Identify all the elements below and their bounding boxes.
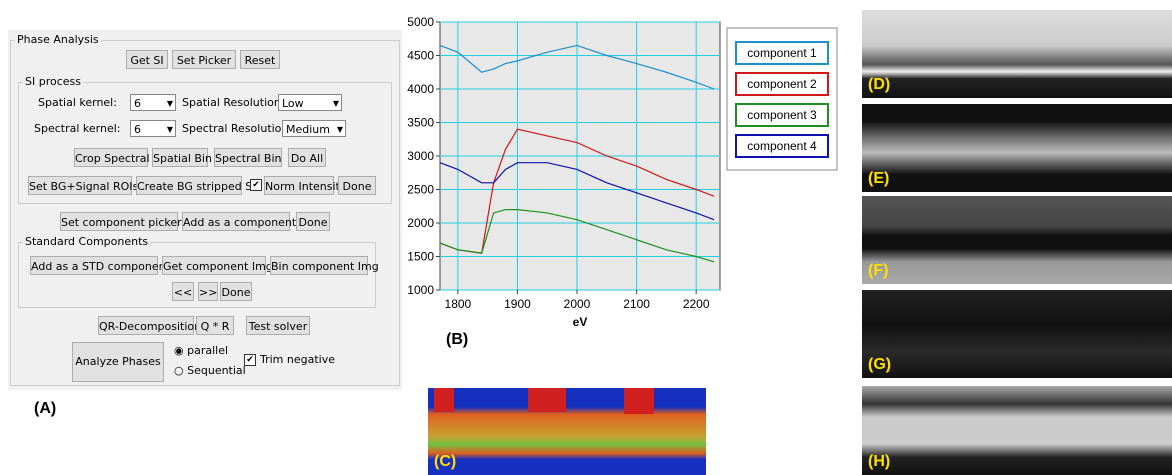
y-tick-label: 5000	[407, 15, 434, 29]
legend-entry-box	[735, 103, 829, 127]
button[interactable]: Spatial Bin	[152, 148, 212, 167]
button[interactable]: Add as a component	[182, 212, 296, 231]
image-label: (C)	[434, 453, 457, 470]
button[interactable]: Done	[220, 282, 252, 301]
y-tick-label: 3500	[407, 116, 434, 130]
image-label: (H)	[868, 453, 891, 470]
button[interactable]: Set Picker	[172, 50, 236, 69]
label: Spatial kernel:	[38, 96, 117, 109]
button[interactable]: <<	[172, 282, 194, 301]
label: Trim negative	[260, 353, 336, 366]
legend-label: component 3	[747, 108, 817, 122]
group-title: Standard Components	[23, 235, 151, 248]
select[interactable]: 6	[130, 94, 176, 112]
chart: 1000 1500 2000 2500 3000 3500 4000 4500 5000 1800…	[407, 15, 838, 348]
series-line	[439, 209, 715, 263]
series-line	[439, 162, 715, 221]
pillar	[434, 388, 454, 412]
y-tick-label: 2500	[407, 183, 434, 197]
image-label: (E)	[868, 170, 890, 187]
image-label: (D)	[868, 76, 891, 93]
x-tick-label: 2200	[683, 297, 710, 311]
image-f: (F)	[862, 196, 1172, 284]
checkbox[interactable]: ✔	[244, 354, 256, 366]
image-c: (C)	[428, 388, 706, 475]
button[interactable]: Norm Intensity	[264, 176, 346, 195]
y-tick-label: 4000	[407, 82, 434, 96]
ui-panel: Phase Analysis Get SI Set Picker Reset S…	[8, 30, 402, 390]
legend-entry-box	[735, 72, 829, 96]
button[interactable]: Create BG stripped SI	[136, 176, 255, 195]
button[interactable]: Bin component Img	[270, 256, 379, 275]
group: Standard Components	[18, 235, 376, 308]
legend-label: component 2	[747, 77, 817, 91]
radio[interactable]: ○ Sequential	[174, 364, 246, 377]
legend-label: component 1	[747, 46, 817, 60]
button[interactable]: >>	[198, 282, 218, 301]
group: Phase Analysis	[10, 33, 400, 386]
button[interactable]: Do All	[288, 148, 326, 167]
image-label: (G)	[868, 356, 892, 373]
button[interactable]: Set component picker	[60, 212, 182, 231]
radio-label: Sequential	[187, 364, 246, 377]
panel-label: (A)	[34, 400, 57, 417]
y-tick-label: 4500	[407, 49, 434, 63]
legend-label: component 4	[747, 139, 817, 153]
radio-label: parallel	[187, 344, 229, 357]
x-axis-label: eV	[573, 315, 588, 329]
image-h: (H)	[862, 386, 1172, 475]
pillar	[528, 388, 566, 412]
group-title: SI process	[23, 75, 83, 88]
image-d: (D)	[862, 10, 1172, 98]
y-tick-label: 2000	[407, 216, 434, 230]
button[interactable]: Crop Spectral	[74, 148, 150, 167]
group: SI process	[18, 75, 392, 204]
x-tick-label: 2000	[564, 297, 591, 311]
select[interactable]: Medium	[282, 120, 346, 138]
button[interactable]: Done	[338, 176, 376, 195]
pillar	[624, 388, 654, 414]
select[interactable]: Low	[278, 94, 342, 112]
label: Spectral kernel:	[34, 122, 121, 135]
image-g: (G)	[862, 290, 1172, 378]
image-e: (E)	[862, 104, 1172, 192]
button[interactable]: Done	[296, 212, 330, 231]
button[interactable]: Reset	[240, 50, 280, 69]
x-tick-label: 1800	[445, 297, 472, 311]
image-label: (F)	[868, 262, 889, 279]
label: Spatial Resolution:	[182, 96, 285, 109]
button[interactable]: Get SI	[126, 50, 168, 69]
series-line	[439, 44, 715, 90]
x-tick-label: 1900	[504, 297, 531, 311]
x-tick-label: 2100	[623, 297, 650, 311]
button[interactable]: Analyze Phases	[72, 342, 164, 382]
button[interactable]: QR-Decomposition	[98, 316, 201, 335]
select[interactable]: 6	[130, 120, 176, 138]
button[interactable]: Set BG+Signal ROIs	[28, 176, 138, 195]
panel-label: (B)	[446, 331, 468, 348]
label: Spectral Resolution:	[182, 122, 293, 135]
button[interactable]: Test solver	[246, 316, 310, 335]
button[interactable]: Get component Img	[162, 256, 273, 275]
radio[interactable]: ◉ parallel	[174, 344, 229, 357]
group-title: Phase Analysis	[15, 33, 101, 46]
y-tick-label: 1500	[407, 250, 434, 264]
y-tick-label: 1000	[407, 283, 434, 297]
button[interactable]: Spectral Bin	[214, 148, 282, 167]
legend-entry-box	[735, 41, 829, 65]
legend-entry-box	[735, 134, 829, 158]
checkbox[interactable]: ✔	[250, 179, 262, 191]
button[interactable]: Add as a STD component	[30, 256, 170, 275]
button[interactable]: Q * R	[196, 316, 234, 335]
y-tick-label: 3000	[407, 149, 434, 163]
